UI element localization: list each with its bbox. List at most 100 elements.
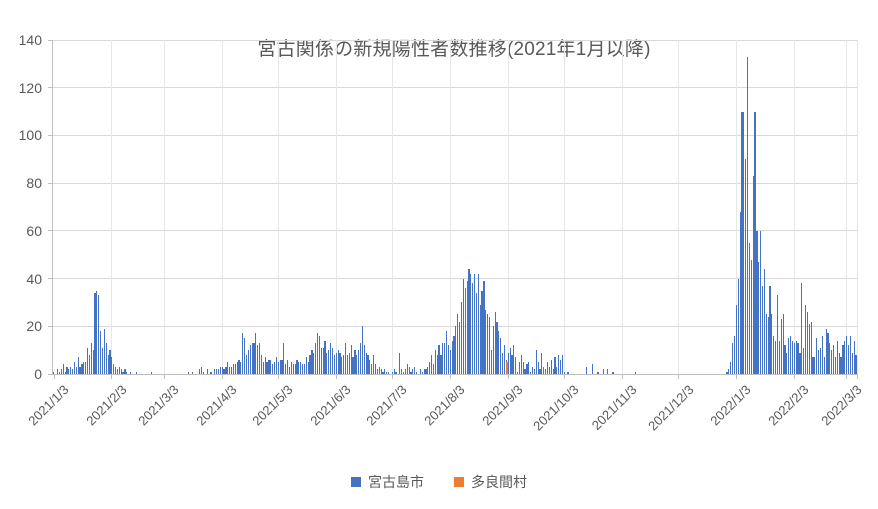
bar-miyakojima	[530, 371, 532, 374]
bar-miyakojima	[763, 269, 765, 374]
bar-miyakojima	[825, 328, 827, 374]
bar-miyakojima	[475, 292, 478, 374]
bar-miyakojima	[408, 366, 410, 374]
bar-miyakojima	[849, 335, 851, 374]
gridline-vertical	[621, 40, 623, 374]
x-axis-tick	[563, 374, 565, 379]
gridline-vertical	[563, 40, 565, 374]
bar-miyakojima	[373, 354, 375, 374]
gridline-horizontal	[53, 134, 857, 136]
bar-miyakojima	[101, 347, 104, 374]
bar-miyakojima	[769, 285, 771, 374]
bar-miyakojima	[488, 316, 491, 374]
bar-miyakojima	[206, 369, 208, 374]
bar-miyakojima	[548, 366, 550, 374]
bar-miyakojima	[266, 362, 268, 374]
bar-miyakojima	[842, 345, 844, 374]
bar-miyakojima	[187, 371, 190, 374]
bar-miyakojima	[122, 371, 124, 374]
bar-miyakojima	[821, 335, 823, 374]
bar-miyakojima	[330, 343, 332, 374]
y-tick-label: 100	[18, 127, 42, 144]
bar-miyakojima	[129, 371, 132, 374]
bar-miyakojima	[58, 371, 61, 374]
x-axis-tick	[678, 374, 679, 379]
bar-miyakojima	[812, 357, 814, 374]
bar-miyakojima	[827, 333, 829, 374]
bar-miyakojima	[412, 369, 414, 374]
bar-miyakojima	[474, 273, 476, 374]
bar-miyakojima	[552, 369, 554, 374]
bar-miyakojima	[832, 345, 835, 374]
bar-miyakojima	[735, 304, 737, 374]
bar-miyakojima	[72, 369, 74, 374]
gridline-vertical	[449, 40, 451, 374]
bar-miyakojima	[416, 371, 418, 374]
bar-miyakojima	[752, 176, 754, 374]
bar-miyakojima	[365, 352, 367, 374]
gridline-vertical	[277, 40, 279, 374]
y-axis-tick	[48, 278, 53, 280]
y-tick-label: 60	[26, 222, 42, 239]
bar-miyakojima	[541, 352, 543, 374]
y-axis-tick	[48, 134, 53, 136]
bar-miyakojima	[382, 371, 384, 374]
bar-miyakojima	[350, 345, 352, 374]
bar-miyakojima	[60, 369, 62, 374]
bar-miyakojima	[509, 347, 511, 374]
bar-miyakojima	[316, 333, 319, 374]
bar-miyakojima	[791, 340, 794, 374]
bar-miyakojima	[750, 259, 752, 374]
bar-miyakojima	[442, 343, 444, 374]
bar-miyakojima	[430, 354, 433, 374]
bar-miyakojima	[85, 362, 87, 374]
bar-miyakojima	[217, 369, 220, 374]
bar-miyakojima	[324, 340, 326, 374]
bar-miyakojima	[100, 331, 102, 374]
bar-miyakojima	[232, 364, 234, 374]
bar-miyakojima	[496, 321, 498, 374]
x-axis-tick	[111, 374, 113, 379]
bar-miyakojima	[402, 371, 405, 374]
bar-miyakojima	[275, 357, 277, 374]
bar-miyakojima	[376, 369, 378, 374]
bar-miyakojima	[795, 340, 797, 374]
bar-miyakojima	[438, 345, 440, 374]
bar-miyakojima	[225, 366, 227, 374]
bar-miyakojima	[374, 364, 377, 374]
legend-label: 宮古島市	[368, 474, 424, 490]
bar-miyakojima	[522, 362, 524, 374]
x-axis-tick	[621, 374, 623, 379]
bar-miyakojima	[406, 364, 408, 374]
bar-miyakojima	[202, 371, 205, 374]
bar-miyakojima	[741, 111, 743, 374]
bar-miyakojima	[294, 364, 296, 374]
bar-miyakojima	[380, 369, 382, 374]
bar-miyakojima	[836, 340, 838, 374]
y-axis-tick	[48, 39, 53, 41]
y-tick-label: 120	[18, 79, 42, 96]
bar-miyakojima	[107, 354, 109, 374]
bar-miyakojima	[425, 369, 427, 374]
bar-miyakojima	[818, 350, 820, 374]
bar-miyakojima	[556, 366, 558, 374]
bar-miyakojima	[300, 362, 302, 374]
bar-miyakojima	[339, 352, 341, 374]
bar-miyakojima	[395, 371, 397, 374]
bar-miyakojima	[223, 369, 225, 374]
bar-miyakojima	[258, 343, 261, 374]
legend: 宮古島市 多良間村	[0, 472, 878, 492]
x-axis-tick	[793, 374, 795, 379]
plot-area	[48, 39, 858, 379]
bar-miyakojima	[90, 343, 92, 374]
bar-miyakojima	[214, 369, 216, 374]
bar-miyakojima	[782, 314, 784, 374]
bar-miyakojima	[356, 354, 358, 374]
bar-miyakojima	[270, 359, 272, 374]
bar-miyakojima	[558, 354, 560, 374]
bar-miyakojima	[606, 369, 608, 374]
bar-miyakojima	[537, 362, 539, 374]
bar-miyakojima	[445, 331, 448, 374]
bar-miyakojima	[748, 242, 751, 374]
bar-miyakojima	[113, 364, 115, 374]
